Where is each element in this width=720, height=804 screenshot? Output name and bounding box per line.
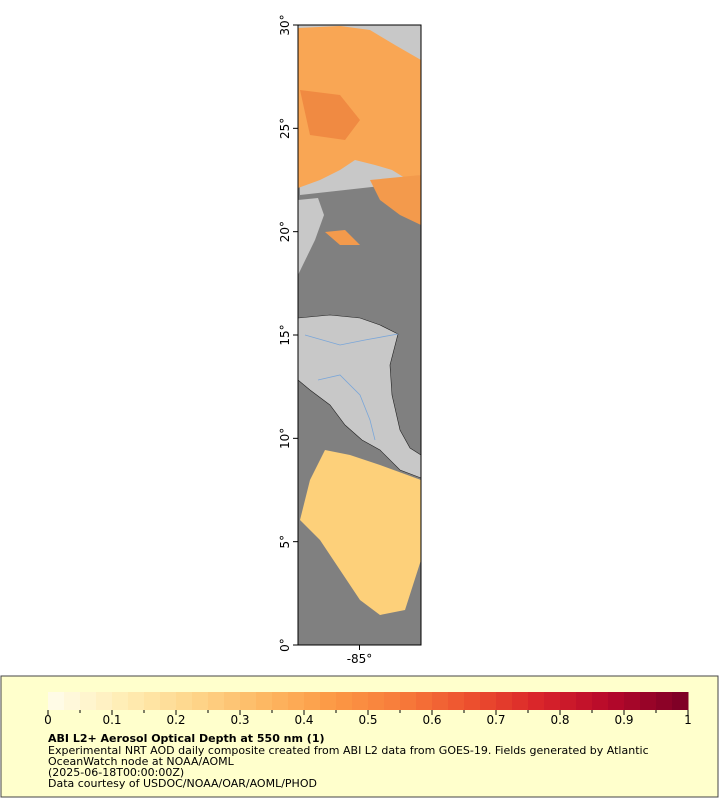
colorbar-segment xyxy=(656,692,673,710)
lat-tick-label: 20° xyxy=(278,221,292,242)
colorbar-segment xyxy=(368,692,385,710)
colorbar-segment xyxy=(80,692,97,710)
colorbar-tick-label: 0 xyxy=(44,713,52,727)
colorbar-segment xyxy=(560,692,577,710)
aerosol xyxy=(300,450,421,615)
rivers xyxy=(304,333,399,441)
colorbar-segment xyxy=(448,692,465,710)
lat-tick-label: 25° xyxy=(278,118,292,139)
colorbar-segment xyxy=(336,692,353,710)
colorbar-segment xyxy=(496,692,513,710)
caption-title: ABI L2+ Aerosol Optical Depth at 550 nm … xyxy=(48,732,325,745)
land xyxy=(298,198,324,275)
colorbar-segment xyxy=(64,692,81,710)
caption-line: OceanWatch node at NOAA/AOML xyxy=(48,755,235,768)
colorbar-segment xyxy=(544,692,561,710)
caption-line: Data courtesy of USDOC/NOAA/OAR/AOML/PHO… xyxy=(48,777,317,790)
aerosol xyxy=(370,175,421,225)
aerosol xyxy=(325,230,360,245)
colorbar-segment xyxy=(512,692,529,710)
colorbar-segment xyxy=(256,692,273,710)
colorbar-segment xyxy=(160,692,177,710)
colorbar-segment xyxy=(176,692,193,710)
colorbar-segment xyxy=(112,692,129,710)
lat-tick-label: 30° xyxy=(278,14,292,35)
colorbar-segment xyxy=(672,692,689,710)
colorbar-segment xyxy=(272,692,289,710)
colorbar-tick-label: 0.1 xyxy=(102,713,121,727)
colorbar-segment xyxy=(384,692,401,710)
colorbar-tick-label: 0.7 xyxy=(486,713,505,727)
colorbar-segment xyxy=(48,692,65,710)
colorbar-tick-label: 0.2 xyxy=(166,713,185,727)
colorbar-segment xyxy=(432,692,449,710)
map xyxy=(297,24,422,646)
colorbar-segment xyxy=(592,692,609,710)
lon-tick-label: -85° xyxy=(347,652,373,666)
colorbar-segment xyxy=(640,692,657,710)
lat-tick-label: 5° xyxy=(278,535,292,549)
colorbar-segment xyxy=(288,692,305,710)
colorbar-segment xyxy=(576,692,593,710)
colorbar-segment xyxy=(352,692,369,710)
colorbar-segment xyxy=(224,692,241,710)
colorbar-segment xyxy=(464,692,481,710)
colorbar-segment xyxy=(416,692,433,710)
lat-tick-label: 0° xyxy=(278,638,292,652)
colorbar-segment xyxy=(208,692,225,710)
aerosol xyxy=(298,26,421,188)
colorbar-segment xyxy=(128,692,145,710)
colorbar-segment xyxy=(480,692,497,710)
colorbar-segment xyxy=(96,692,113,710)
aerosol xyxy=(300,90,360,140)
colorbar-tick-label: 0.8 xyxy=(550,713,569,727)
colorbar-tick-label: 0.4 xyxy=(294,713,313,727)
colorbar-segment xyxy=(624,692,641,710)
colorbar-segment xyxy=(320,692,337,710)
colorbar-tick-label: 1 xyxy=(684,713,692,727)
colorbar-segment xyxy=(528,692,545,710)
colorbar-tick-label: 0.6 xyxy=(422,713,441,727)
colorbar-segment xyxy=(400,692,417,710)
colorbar-segment xyxy=(240,692,257,710)
colorbar-tick-label: 0.9 xyxy=(614,713,633,727)
colorbar-tick-label: 0.5 xyxy=(358,713,377,727)
colorbar-segment xyxy=(144,692,161,710)
caption-line: Experimental NRT AOD daily composite cre… xyxy=(48,744,649,757)
caption-line: (2025-06-18T00:00:00Z) xyxy=(48,766,184,779)
colorbar-segment xyxy=(304,692,321,710)
colorbar-tick-label: 0.3 xyxy=(230,713,249,727)
lat-tick-label: 15° xyxy=(278,324,292,345)
colorbar-segment xyxy=(608,692,625,710)
colorbar-segment xyxy=(192,692,209,710)
lat-tick-label: 10° xyxy=(278,428,292,449)
